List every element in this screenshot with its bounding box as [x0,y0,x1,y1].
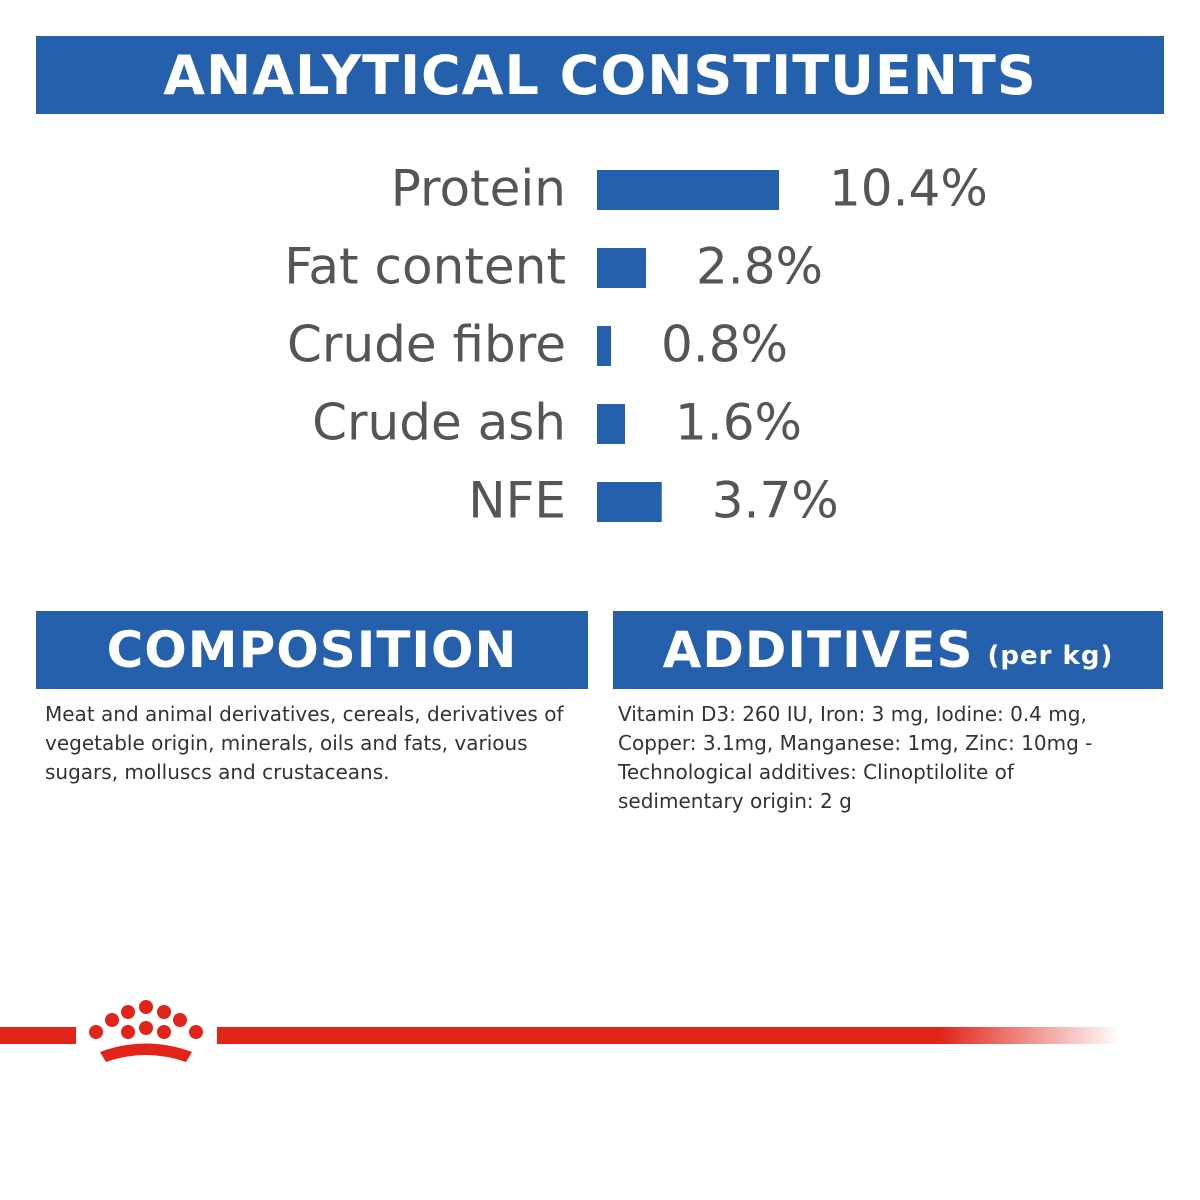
composition-title: COMPOSITION [36,611,588,689]
value-label: 3.7% [712,472,839,530]
bar [597,404,625,444]
value-label: 0.8% [661,316,788,374]
category-label: Protein [391,160,566,218]
composition-text: Meat and animal derivatives, cereals, de… [45,702,564,784]
chart-title: ANALYTICAL CONSTITUENTS [36,36,1164,114]
value-label: 10.4% [829,160,988,218]
additives-text: Vitamin D3: 260 IU, Iron: 3 mg, Iodine: … [618,702,1093,813]
value-label: 1.6% [675,394,802,452]
category-label: Crude fibre [287,316,566,374]
bar [597,326,611,366]
category-label: NFE [468,472,566,530]
category-label: Crude ash [312,394,566,452]
footer-logo [0,1000,1120,1062]
value-label: 2.8% [696,238,823,296]
additives-subtitle: (per kg) [987,641,1114,671]
chart: Protein 10.4% Fat content 2.8% Crude fibre 0.… [284,160,988,530]
category-label: Fat content [284,238,566,296]
bar [597,170,779,210]
bar [597,482,662,522]
bar [597,248,646,288]
additives-header: ADDITIVES (per kg) [613,611,1163,689]
additives-title: ADDITIVES [662,621,974,679]
